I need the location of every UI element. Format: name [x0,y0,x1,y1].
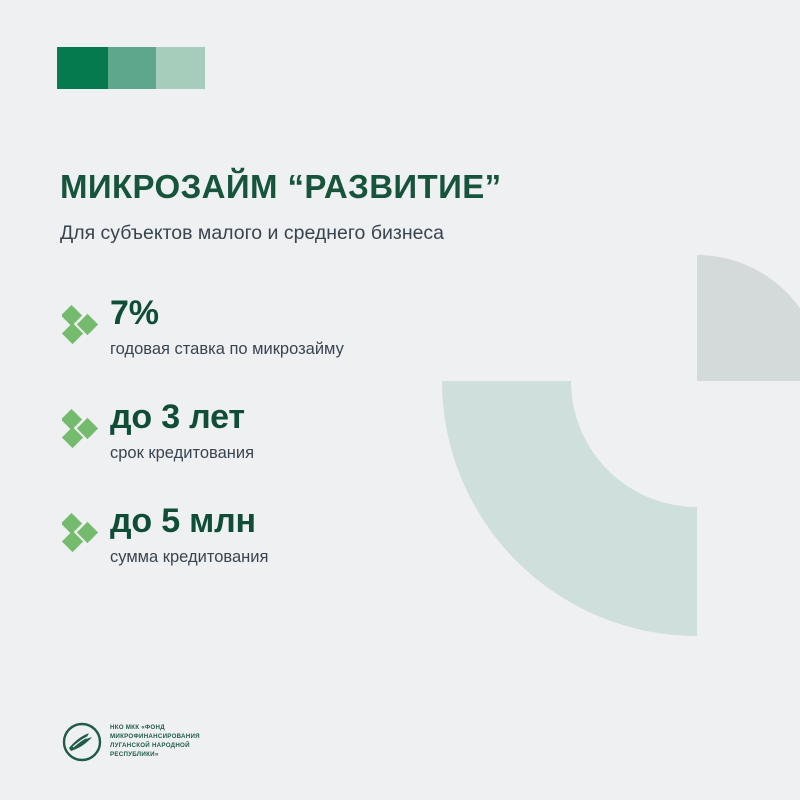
footer: НКО МКК «ФОНД МИКРОФИНАНСИРОВАНИЯ ЛУГАНС… [0,704,800,784]
feature-label: сумма кредитования [110,547,269,566]
feature-item-amount: до 5 млн сумма кредитования [58,502,578,578]
brand-square-mid [108,47,156,89]
feature-item-rate: 7% годовая ставка по микрозайму [58,294,578,370]
fund-emblem-icon [62,722,102,762]
feature-label: срок кредитования [110,443,255,462]
diamonds-icon [62,408,99,449]
feature-value: до 3 лет [110,398,245,436]
feature-value: 7% [110,294,159,332]
feature-list: 7% годовая ставка по микрозайму до 3 лет… [58,294,578,608]
fund-name: НКО МКК «ФОНД МИКРОФИНАНСИРОВАНИЯ ЛУГАНС… [110,724,200,758]
page-subtitle: Для субъектов малого и среднего бизнеса [60,222,445,244]
brand-square-light [156,47,205,89]
brand-square-dark [57,47,108,89]
feature-item-term: до 3 лет срок кредитования [58,398,578,474]
diamonds-icon [62,512,99,553]
brand-squares [57,47,205,89]
feature-value: до 5 млн [110,502,256,540]
diamonds-icon [62,304,99,345]
page-title: МИКРОЗАЙМ “РАЗВИТИЕ” [60,168,502,205]
feature-label: годовая ставка по микрозайму [110,339,344,358]
fund-logo: НКО МКК «ФОНД МИКРОФИНАНСИРОВАНИЯ ЛУГАНС… [62,722,200,762]
